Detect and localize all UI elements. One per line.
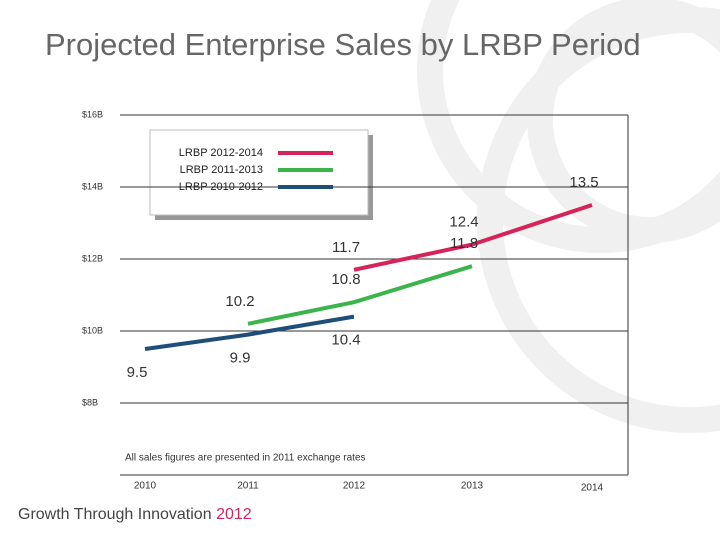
value-label: 13.5 bbox=[569, 174, 598, 191]
y-tick-label: $16B bbox=[82, 109, 103, 119]
footer-year: 2012 bbox=[216, 506, 252, 523]
value-label: 10.8 bbox=[331, 271, 360, 288]
series-line bbox=[353, 203, 593, 272]
x-tick-label: 2011 bbox=[237, 481, 259, 492]
x-tick-label: 2013 bbox=[461, 481, 484, 492]
footer-text: Growth Through Innovation bbox=[18, 506, 212, 523]
value-label: 10.4 bbox=[331, 332, 360, 349]
y-tick-label: $12B bbox=[82, 253, 103, 263]
footer-text: Growth Through Innovation 2012 bbox=[18, 506, 252, 523]
series-line bbox=[144, 314, 355, 351]
y-tick-label: $14B bbox=[82, 181, 103, 191]
value-label: 11.8 bbox=[450, 235, 478, 252]
legend-label: LRBP 2010-2012 bbox=[179, 181, 263, 193]
x-tick-label: 2010 bbox=[134, 481, 157, 492]
value-label: 10.2 bbox=[225, 293, 254, 310]
legend-label: LRBP 2011-2013 bbox=[180, 164, 263, 176]
x-tick-label: 2012 bbox=[343, 481, 366, 492]
value-label: 9.5 bbox=[127, 364, 148, 381]
chart-title: Projected Enterprise Sales by LRBP Perio… bbox=[45, 27, 641, 62]
legend-label: LRBP 2012-2014 bbox=[179, 147, 263, 159]
value-label: 11.7 bbox=[332, 239, 360, 256]
y-tick-label: $8B bbox=[82, 397, 98, 407]
y-tick-label: $10B bbox=[82, 325, 103, 335]
background-swirl bbox=[417, 0, 720, 433]
series-line bbox=[247, 264, 473, 326]
x-tick-label: 2014 bbox=[581, 483, 604, 494]
value-label: 9.9 bbox=[230, 350, 251, 367]
legend bbox=[149, 129, 369, 216]
value-label: 12.4 bbox=[449, 214, 478, 231]
annotation: All sales figures are presented in 2011 … bbox=[125, 453, 366, 464]
